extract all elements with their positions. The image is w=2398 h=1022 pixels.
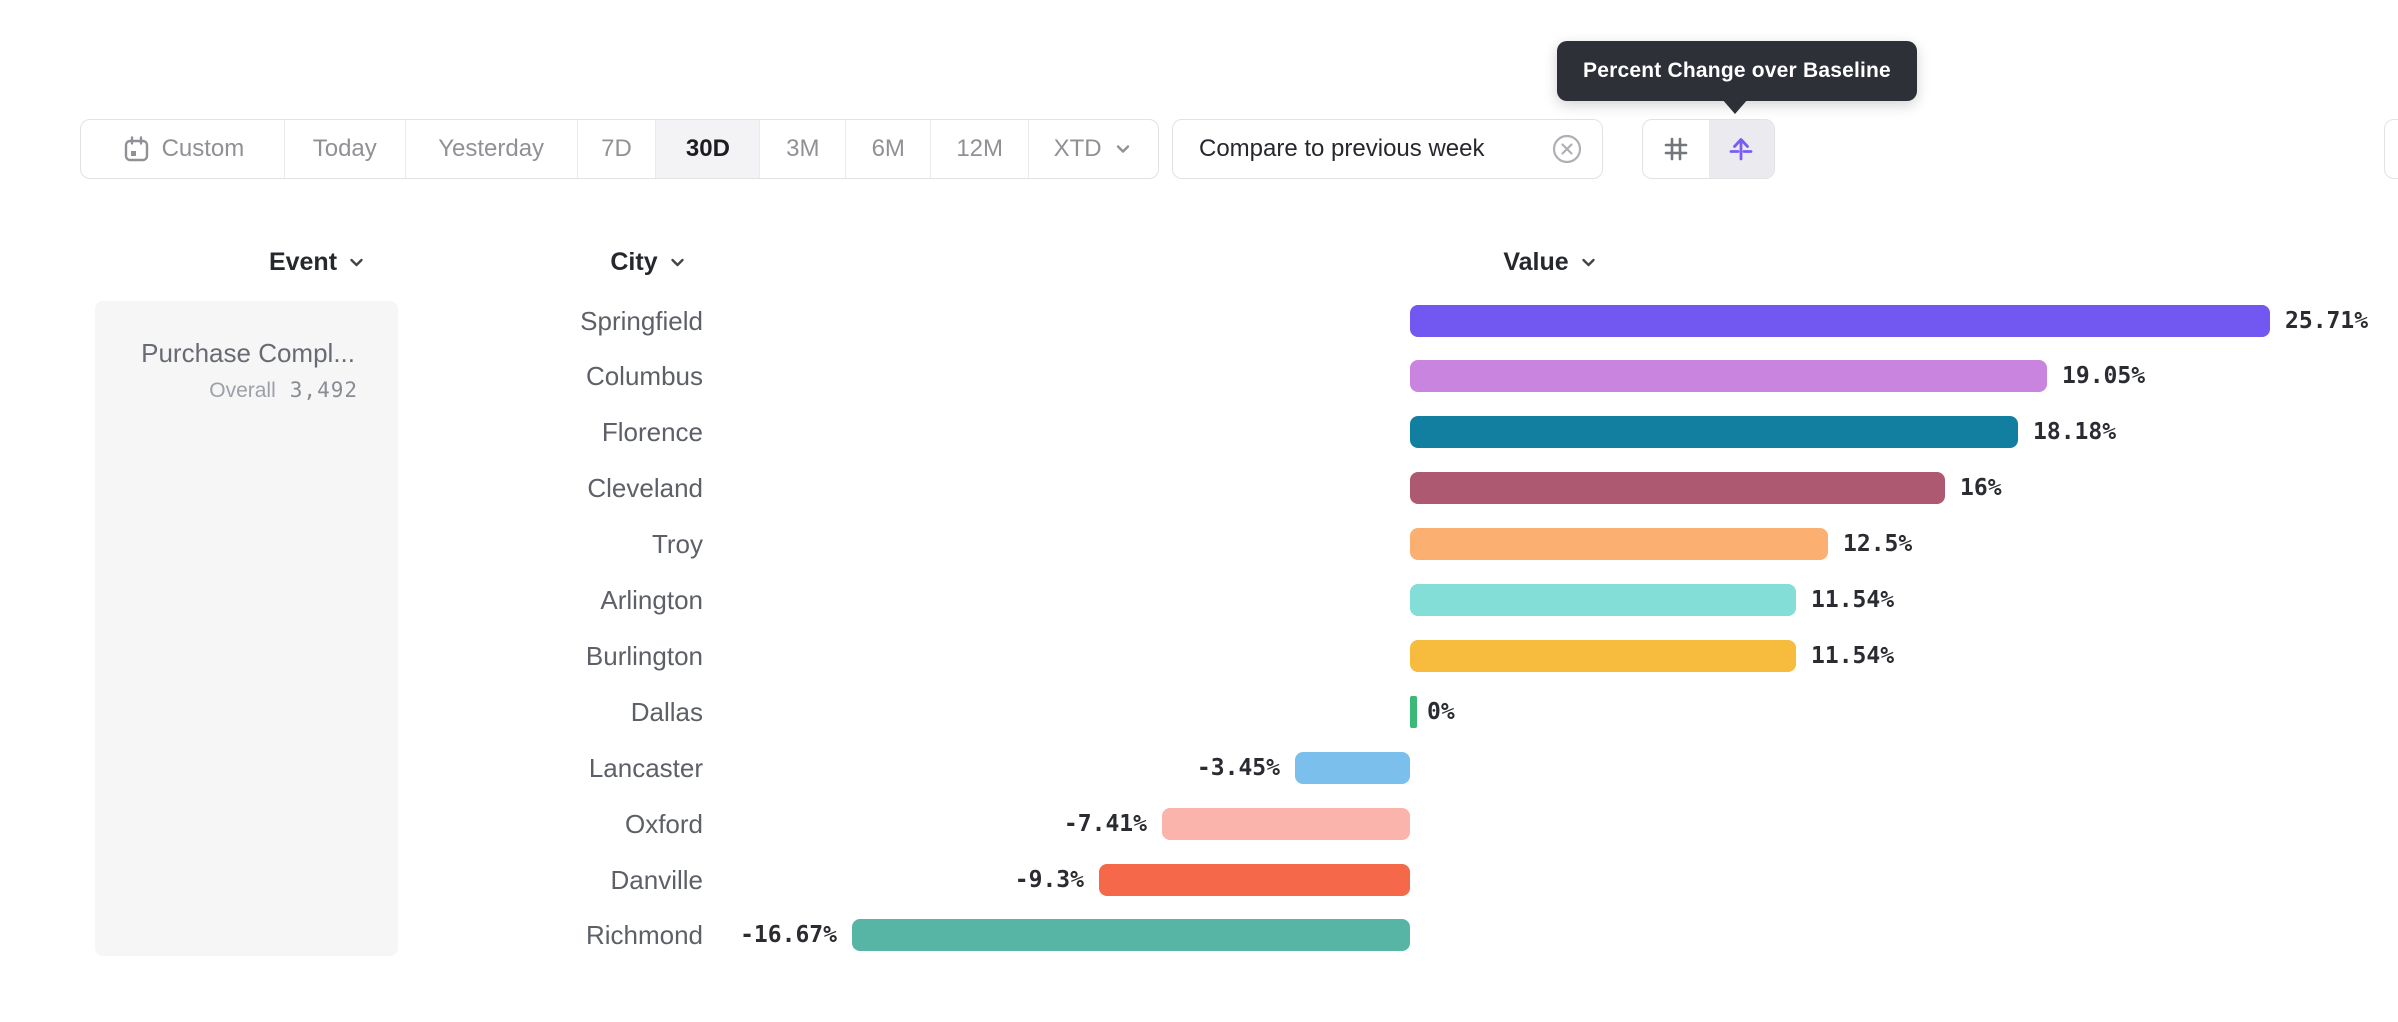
bar[interactable] — [1295, 752, 1410, 784]
city-label: Arlington — [600, 585, 703, 615]
overall-value: 3,492 — [289, 378, 358, 402]
bar[interactable] — [852, 919, 1410, 951]
date-range-yesterday[interactable]: Yesterday — [406, 120, 578, 178]
city-label: Florence — [601, 417, 703, 447]
bar-value-label: 25.71% — [2285, 308, 2369, 334]
chevron-down-icon — [670, 258, 684, 266]
event-name: Purchase Compl... — [141, 338, 355, 368]
chevron-down-icon — [1581, 258, 1595, 266]
bar[interactable] — [1410, 360, 2047, 392]
date-range-label: Custom — [161, 135, 245, 162]
bar-value-label: -16.67% — [740, 922, 837, 948]
date-range-custom[interactable]: Custom — [81, 120, 285, 178]
city-label: Richmond — [585, 920, 703, 950]
percent-change-over-baseline-button[interactable] — [1708, 120, 1774, 178]
bar-value-label: -3.45% — [1196, 755, 1280, 781]
calendar-icon — [124, 135, 148, 161]
bar-value-label: 0% — [1427, 699, 1455, 725]
date-range-xtd[interactable]: XTD — [1029, 120, 1158, 178]
chevron-down-icon — [1116, 145, 1129, 153]
city-label: Cleveland — [587, 473, 703, 503]
date-range-12m[interactable]: 12M — [931, 120, 1030, 178]
column-header-city[interactable]: City — [549, 246, 749, 278]
city-label: Danville — [610, 865, 704, 895]
bar[interactable] — [1099, 864, 1410, 896]
tooltip-text: Percent Change over Baseline — [1583, 59, 1891, 82]
remove-compare-icon[interactable] — [1550, 132, 1584, 166]
date-range-6m[interactable]: 6M — [846, 120, 932, 178]
bar[interactable] — [1410, 584, 1796, 616]
date-range-control: Custom Today Yesterday 7D 30D 3M 6M 12M … — [80, 119, 1159, 179]
bar-value-label: 18.18% — [2033, 419, 2117, 445]
column-header-event[interactable]: Event — [218, 246, 418, 278]
tooltip-caret — [1722, 99, 1748, 114]
event-overall: Overall 3,492 — [209, 378, 358, 403]
column-header-value[interactable]: Value — [1451, 246, 1651, 278]
city-label: Springfield — [580, 306, 703, 336]
bar[interactable] — [1410, 305, 2270, 337]
bar[interactable] — [1410, 472, 1945, 504]
chart-view-toggle-group — [1642, 119, 1775, 179]
bar[interactable] — [1162, 808, 1410, 840]
city-label: Lancaster — [588, 753, 703, 783]
city-label: Troy — [651, 529, 703, 559]
bar[interactable] — [1410, 696, 1417, 728]
bar[interactable] — [1410, 416, 2018, 448]
chevron-down-icon — [350, 258, 363, 266]
tooltip-percent-change-over-baseline: Percent Change over Baseline — [1557, 41, 1917, 114]
hash-grid-icon — [1664, 137, 1688, 161]
overall-label: Overall — [209, 379, 276, 402]
bar-value-label: 16% — [1960, 475, 2002, 501]
city-label: Oxford — [624, 809, 703, 839]
bar-value-label: 19.05% — [2062, 363, 2146, 389]
bar-value-label: -7.41% — [1063, 811, 1147, 837]
bar-value-label: 11.54% — [1811, 587, 1895, 613]
event-card[interactable]: Purchase Compl... Overall 3,492 — [95, 301, 398, 956]
absolute-values-button[interactable] — [1643, 120, 1709, 178]
city-label: Dallas — [630, 697, 703, 727]
clipped-toolbar-button[interactable] — [2384, 119, 2398, 179]
bar[interactable] — [1410, 640, 1796, 672]
date-range-today[interactable]: Today — [285, 120, 406, 178]
date-range-30d[interactable]: 30D — [656, 120, 761, 178]
date-range-3m[interactable]: 3M — [760, 120, 847, 178]
date-range-7d[interactable]: 7D — [578, 120, 657, 178]
compare-label: Compare to previous week — [1199, 135, 1485, 162]
bar[interactable] — [1410, 528, 1828, 560]
arrow-baseline-icon — [1729, 138, 1753, 161]
city-label: Columbus — [585, 361, 703, 391]
bar-value-label: 11.54% — [1811, 643, 1895, 669]
bar-value-label: -9.3% — [1014, 867, 1084, 893]
city-label: Burlington — [585, 641, 703, 671]
compare-pill[interactable]: Compare to previous week — [1172, 119, 1603, 179]
bar-value-label: 12.5% — [1843, 531, 1913, 557]
